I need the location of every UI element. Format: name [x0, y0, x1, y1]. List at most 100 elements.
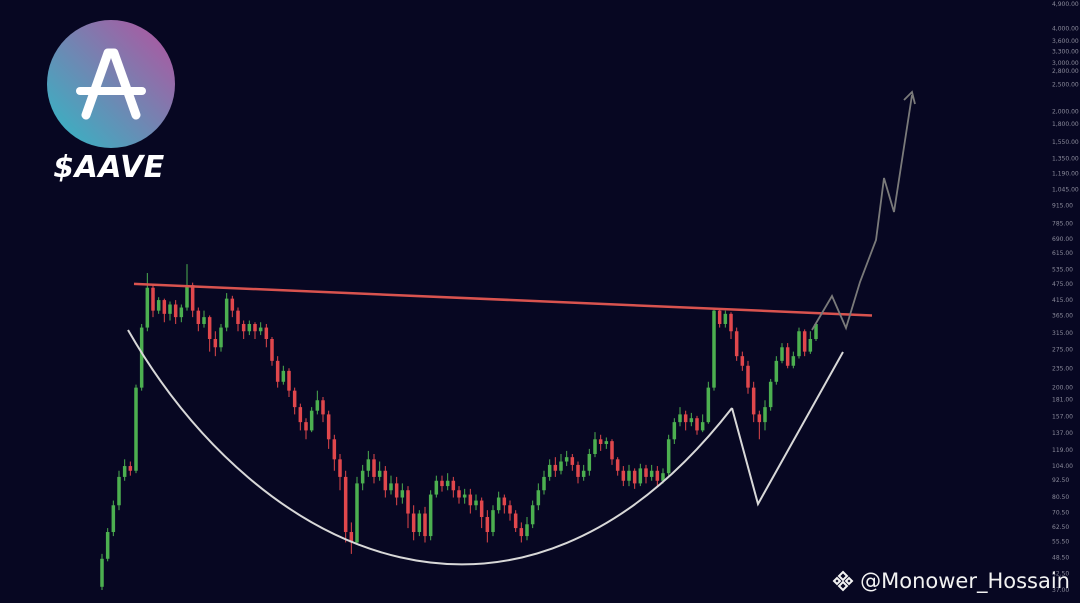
candle — [695, 415, 699, 435]
candle — [780, 343, 784, 364]
y-tick-label: 915.00 — [1052, 202, 1073, 209]
candle — [145, 273, 150, 332]
y-tick-label: 535.00 — [1052, 267, 1073, 274]
y-tick-label: 104.00 — [1052, 463, 1073, 470]
candle — [389, 475, 393, 495]
candle — [451, 476, 456, 498]
candle — [740, 351, 745, 371]
candle — [247, 320, 252, 336]
watermark-handle: @Monower_Hossain — [860, 569, 1070, 593]
candle — [791, 351, 796, 369]
bear-candle-body — [485, 517, 490, 533]
candle — [139, 323, 144, 391]
bear-candle-body — [207, 317, 212, 339]
candle — [128, 461, 133, 476]
bear-candle-body — [270, 338, 274, 361]
bear-candle-body — [326, 414, 331, 440]
candle — [377, 461, 382, 481]
candle — [553, 457, 558, 477]
bear-candle-body — [740, 356, 745, 366]
y-tick-label: 37.00 — [1052, 587, 1069, 594]
candle — [615, 457, 620, 476]
candle — [570, 453, 575, 471]
candle — [536, 483, 541, 511]
candle — [315, 390, 320, 415]
bull-candle-body — [814, 323, 818, 339]
bull-candle-body — [768, 381, 773, 408]
candle — [122, 459, 127, 481]
bull-candle-body — [723, 313, 728, 324]
y-tick-label: 181.00 — [1052, 397, 1073, 404]
y-tick-label: 55.50 — [1052, 538, 1069, 545]
bear-candle-body — [411, 513, 416, 533]
candle — [400, 483, 405, 504]
candle — [298, 403, 303, 431]
bear-candle-body — [292, 390, 297, 408]
bull-candle-body — [581, 470, 586, 477]
candle — [774, 356, 779, 385]
bear-candle-body — [553, 464, 558, 471]
bull-candle-body — [281, 370, 286, 382]
candle — [649, 464, 654, 481]
candle — [712, 307, 716, 391]
bear-candle-body — [479, 500, 484, 518]
bull-candle-body — [712, 310, 716, 388]
candle — [462, 488, 467, 504]
aave-logo-icon — [47, 20, 175, 148]
candle — [474, 494, 478, 511]
candle — [729, 312, 733, 339]
candle — [502, 494, 507, 514]
candle — [275, 356, 280, 388]
author-watermark: @Monower_Hossain — [832, 569, 1070, 593]
bear-candle-body — [729, 313, 733, 332]
candle — [547, 459, 552, 481]
candle — [746, 360, 750, 394]
candle — [355, 476, 359, 545]
candle — [479, 497, 484, 529]
bull-candle-body — [536, 490, 541, 506]
bull-candle-body — [139, 327, 144, 388]
bull-candle-body — [638, 468, 643, 484]
bull-candle-body — [185, 285, 189, 308]
candle — [723, 310, 728, 328]
candle — [338, 453, 342, 491]
candle — [236, 307, 240, 332]
candle — [190, 282, 195, 318]
candle — [627, 464, 631, 487]
bear-candle-body — [802, 331, 807, 352]
bull-candle-body — [445, 480, 450, 487]
bull-candle-body — [105, 532, 110, 559]
y-tick-label: 48.50 — [1052, 555, 1069, 562]
candle — [111, 500, 116, 537]
y-tick-label: 4,900.00 — [1052, 1, 1079, 8]
candle — [411, 505, 416, 541]
y-tick-label: 80.50 — [1052, 494, 1069, 501]
bull-candle-body — [649, 470, 654, 477]
y-tick-label: 690.00 — [1052, 236, 1073, 243]
candle — [168, 301, 172, 321]
candle — [559, 453, 563, 475]
candle — [496, 491, 501, 514]
candle — [785, 343, 790, 369]
candle — [117, 470, 121, 511]
bull-candle-body — [360, 470, 365, 484]
candle — [564, 450, 569, 467]
bear-candle-body — [746, 365, 750, 388]
y-tick-label: 42.50 — [1052, 570, 1069, 577]
candle — [576, 461, 580, 484]
bull-candle-body — [156, 300, 161, 311]
y-tick-label: 415.00 — [1052, 297, 1073, 304]
bear-candle-body — [343, 476, 348, 533]
candle — [593, 432, 597, 458]
bear-candle-body — [383, 470, 388, 491]
candle — [241, 320, 246, 339]
y-tick-label: 62.50 — [1052, 524, 1069, 531]
y-tick-label: 157.00 — [1052, 414, 1073, 421]
bull-candle-body — [366, 459, 371, 471]
candle — [689, 412, 694, 427]
candle — [683, 410, 688, 431]
bear-candle-body — [406, 490, 410, 514]
y-tick-label: 1,800.00 — [1052, 121, 1079, 128]
bear-candle-body — [173, 304, 178, 318]
